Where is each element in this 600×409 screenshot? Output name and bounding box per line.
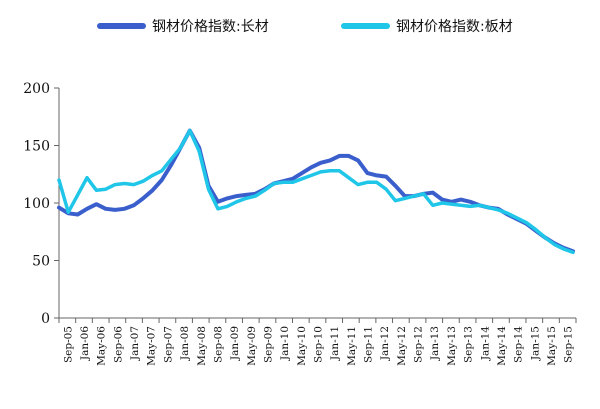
x-tick-label: Jan-10 bbox=[279, 326, 291, 361]
x-tick-label: Sep-05 bbox=[62, 326, 74, 363]
y-tick-label: 150 bbox=[23, 139, 50, 155]
legend: 钢材价格指数:长材 钢材价格指数:板材 bbox=[97, 19, 513, 35]
y-tick-label: 0 bbox=[41, 311, 50, 327]
x-tick-label: Sep-07 bbox=[162, 326, 174, 363]
x-tick-label: May-09 bbox=[246, 326, 258, 366]
x-tick-label: Sep-15 bbox=[563, 326, 575, 363]
x-tick-label: Sep-14 bbox=[513, 326, 525, 363]
x-tick-label: May-14 bbox=[496, 326, 508, 366]
x-axis-ticks: Sep-05 Jan-06 May-06 Sep-06 Jan-07 May-07 Sep-… bbox=[58, 318, 577, 366]
y-tick-label: 200 bbox=[23, 81, 50, 97]
x-tick-label: May-06 bbox=[96, 326, 108, 366]
x-tick-label: Sep-09 bbox=[262, 326, 274, 363]
x-tick-label: Sep-11 bbox=[363, 326, 375, 363]
x-tick-label: Sep-10 bbox=[313, 326, 325, 363]
x-tick-label: May-15 bbox=[546, 326, 558, 366]
series-line-plate-products bbox=[57, 128, 575, 255]
x-tick-label: Jan-06 bbox=[79, 326, 91, 361]
x-tick-label: Jan-14 bbox=[479, 326, 491, 361]
legend-label-long-products: 钢材价格指数:长材 bbox=[152, 19, 269, 35]
y-tick-label: 50 bbox=[32, 254, 50, 270]
x-tick-label: May-12 bbox=[396, 326, 408, 366]
series-lines bbox=[57, 128, 575, 255]
x-tick-label: Jan-07 bbox=[129, 326, 141, 361]
x-tick-label: Sep-06 bbox=[112, 326, 124, 363]
x-tick-label: Sep-08 bbox=[212, 326, 224, 363]
x-tick-label: Jan-12 bbox=[379, 326, 391, 361]
y-tick-label: 100 bbox=[23, 196, 50, 212]
x-tick-label: Jan-08 bbox=[179, 326, 191, 361]
x-tick-label: May-08 bbox=[196, 326, 208, 366]
legend-label-plate-products: 钢材价格指数:板材 bbox=[396, 19, 513, 35]
x-tick-label: May-11 bbox=[346, 326, 358, 366]
series-line-long-products bbox=[57, 128, 575, 254]
y-axis-ticks: 0 50 100 150 200 bbox=[23, 81, 59, 327]
x-tick-label: May-13 bbox=[446, 326, 458, 366]
x-tick-label: May-07 bbox=[146, 326, 158, 366]
x-tick-label: May-10 bbox=[296, 326, 308, 366]
x-tick-label: Jan-13 bbox=[429, 326, 441, 361]
x-tick-label: Jan-09 bbox=[229, 326, 241, 361]
x-tick-label: Jan-11 bbox=[329, 326, 341, 361]
x-tick-label: Sep-13 bbox=[463, 326, 475, 363]
x-tick-label: Sep-12 bbox=[413, 326, 425, 363]
x-tick-label: Jan-15 bbox=[529, 326, 541, 361]
